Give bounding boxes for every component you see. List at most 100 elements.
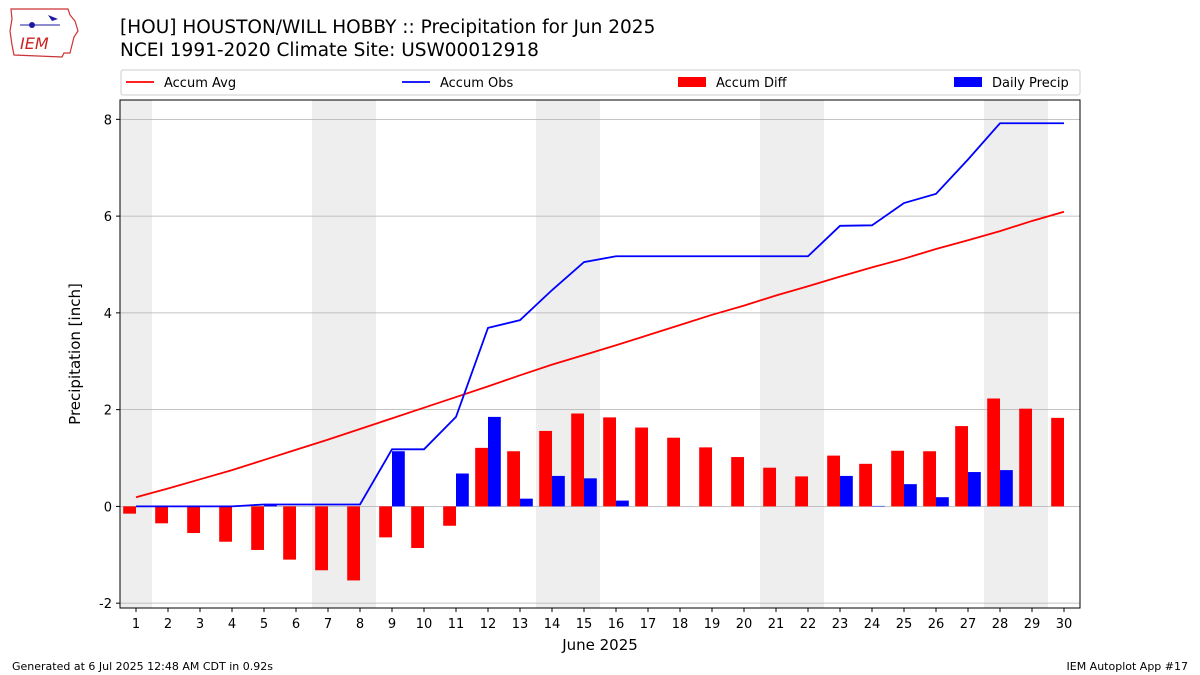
chart-subtitle: NCEI 1991-2020 Climate Site: USW00012918 [120,40,539,61]
daily-precip-bar [392,451,405,507]
x-tick-label: 19 [704,617,721,632]
accum-diff-bar [123,506,136,514]
x-tick-label: 21 [768,617,785,632]
x-tick-label: 11 [448,617,465,632]
daily-precip-bar [488,416,501,507]
x-tick-label: 12 [480,617,497,632]
weekend-band [120,100,152,608]
accum-diff-bar [571,413,584,507]
x-tick-label: 26 [928,617,945,632]
x-tick-label: 5 [260,617,268,632]
accum-diff-bar [347,506,360,581]
iowa-state-map-icon [9,8,79,58]
accum-diff-bar [315,506,328,571]
generated-timestamp: Generated at 6 Jul 2025 12:48 AM CDT in … [12,660,273,673]
chart-title: [HOU] HOUSTON/WILL HOBBY :: Precipitatio… [120,17,656,38]
x-tick-label: 18 [672,617,689,632]
x-tick-label: 27 [960,617,977,632]
x-tick-label: 4 [228,617,236,632]
daily-precip-bar [840,475,853,507]
daily-precip-bar [520,498,533,507]
x-tick-label: 6 [292,617,300,632]
y-axis-ticks: -2 0 2 4 6 8 [99,113,120,612]
accum-avg-line [135,210,1065,499]
line-series [135,122,1065,508]
weekend-band [760,100,824,608]
accum-diff-bar [699,447,712,507]
accum-diff-bar [795,476,808,507]
accum-diff-bar [507,451,520,507]
iem-logo: IEM [9,8,79,58]
accum-diff-bar [891,450,904,507]
accum-diff-bar [411,506,424,549]
x-axis-ticks: 1 2 3 4 5 6 7 8 9 10 11 12 13 14 15 16 17 18 19 20 21 22 23 24 2… [132,608,1072,632]
x-tick-label: 20 [736,617,753,632]
grid-lines [120,118,1080,604]
accum-diff-bar [603,417,616,507]
legend: Accum Avg Accum Obs Accum Diff Daily Precip [120,69,1081,96]
daily-precip-bar [616,500,629,507]
y-tick-label: 6 [104,210,112,225]
x-tick-label: 13 [512,617,529,632]
accum-diff-bar [379,506,392,538]
x-tick-label: 9 [388,617,396,632]
daily-precip-bar [264,504,277,507]
x-tick-label: 7 [324,617,332,632]
accum-diff-bar [955,426,968,507]
accum-diff-bar [219,506,232,542]
x-tick-label: 25 [896,617,913,632]
accum-diff-bar [763,467,776,507]
daily-precip-bar [456,473,469,507]
accum-diff-bar [187,506,200,534]
legend-entry: Daily Precip [992,76,1069,91]
x-tick-label: 30 [1056,617,1073,632]
legend-swatch-bar [954,77,982,87]
x-tick-label: 1 [132,617,140,632]
accum-diff-bar [731,457,744,507]
daily-precip-bar [552,475,565,507]
x-tick-label: 28 [992,617,1009,632]
y-tick-label: 0 [104,500,112,515]
x-tick-label: 10 [416,617,433,632]
daily-precip-bar [936,497,949,507]
x-tick-label: 2 [164,617,172,632]
y-tick-label: 4 [104,307,112,322]
logo-text: IEM [20,34,49,53]
accum-diff-bar [859,463,872,507]
accum-diff-bar [827,455,840,507]
daily-precip-bar [1000,470,1013,507]
accum-diff-bar [635,427,648,507]
x-tick-label: 3 [196,617,204,632]
bar-series [123,398,1064,581]
y-tick-label: -2 [99,597,112,612]
x-tick-label: 15 [576,617,593,632]
accum-diff-bar [283,506,296,560]
accum-diff-bar [475,447,488,507]
x-axis-label: June 2025 [561,636,638,654]
app-label: IEM Autoplot App #17 [1066,660,1189,673]
accum-diff-bar [1051,417,1064,507]
x-tick-label: 8 [356,617,364,632]
x-tick-label: 16 [608,617,625,632]
daily-precip-bar [968,472,981,507]
y-axis-label: Precipitation [inch] [66,283,84,425]
y-tick-label: 2 [104,404,112,419]
accum-obs-line [136,122,1064,508]
accum-diff-bar [923,451,936,507]
daily-precip-bar [904,484,917,507]
legend-entry: Accum Avg [164,76,236,91]
x-tick-label: 29 [1024,617,1041,632]
x-tick-label: 24 [864,617,881,632]
accum-diff-bar [987,398,1000,507]
y-tick-label: 8 [104,113,112,128]
accum-diff-bar [1019,408,1032,507]
accum-diff-bar [667,437,680,507]
weekend-band [984,100,1048,608]
accum-diff-bar [443,506,456,526]
x-tick-label: 17 [640,617,657,632]
accum-diff-bar [539,430,552,507]
weekend-band [536,100,600,608]
plot-frame [119,99,1081,609]
legend-entry: Accum Obs [440,76,513,91]
daily-precip-bar [584,478,597,507]
